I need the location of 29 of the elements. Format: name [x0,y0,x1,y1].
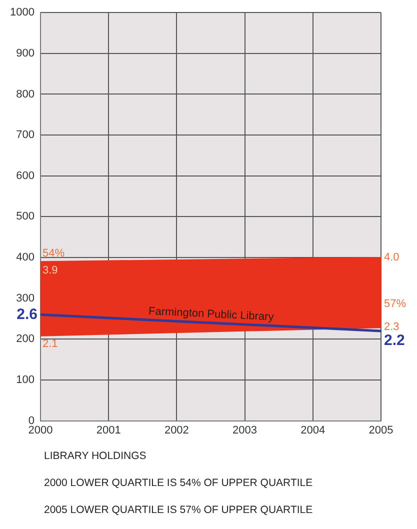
y-tick-label: 0 [28,414,34,427]
y-tick-label: 900 [16,47,34,60]
annotation: 3.9 [42,264,58,277]
y-tick-label: 200 [16,333,34,346]
text: 2000 LOWER QUARTILE IS 54% OF UPPER QUARTILE [44,476,313,491]
y-tick-label: 600 [16,170,34,182]
text: 4.0 [384,252,400,264]
y-tick-label: 800 [16,88,34,100]
y-tick-label: 100 [16,374,34,386]
annotation: 54% [42,248,65,260]
text: 2.6 [16,306,38,323]
y-tick-label: 700 [16,129,34,142]
text: 2.2 [384,332,405,350]
x-tick-label: 2005 [368,424,394,436]
y-tick-label: 300 [16,292,34,304]
x-tick-label: 2002 [164,424,189,436]
text: 2005 LOWER QUARTILE IS 57% OF UPPER QUARTILE [44,503,313,518]
x-tick-label: 2004 [300,424,326,436]
text: 2.3 [384,320,400,333]
y-tick-label: 1000 [10,6,34,19]
y-tick-label: 500 [16,210,34,223]
x-tick-label: 2003 [232,424,258,436]
y-tick-label: 400 [16,252,34,264]
text: LIBRARY HOLDINGS [44,449,148,464]
annotation: 2.1 [42,338,58,350]
text: 57% [384,298,406,310]
x-tick-label: 2001 [96,424,121,436]
series-label: Farmington Public Library [148,305,275,324]
x-tick-label: 2000 [28,424,53,436]
